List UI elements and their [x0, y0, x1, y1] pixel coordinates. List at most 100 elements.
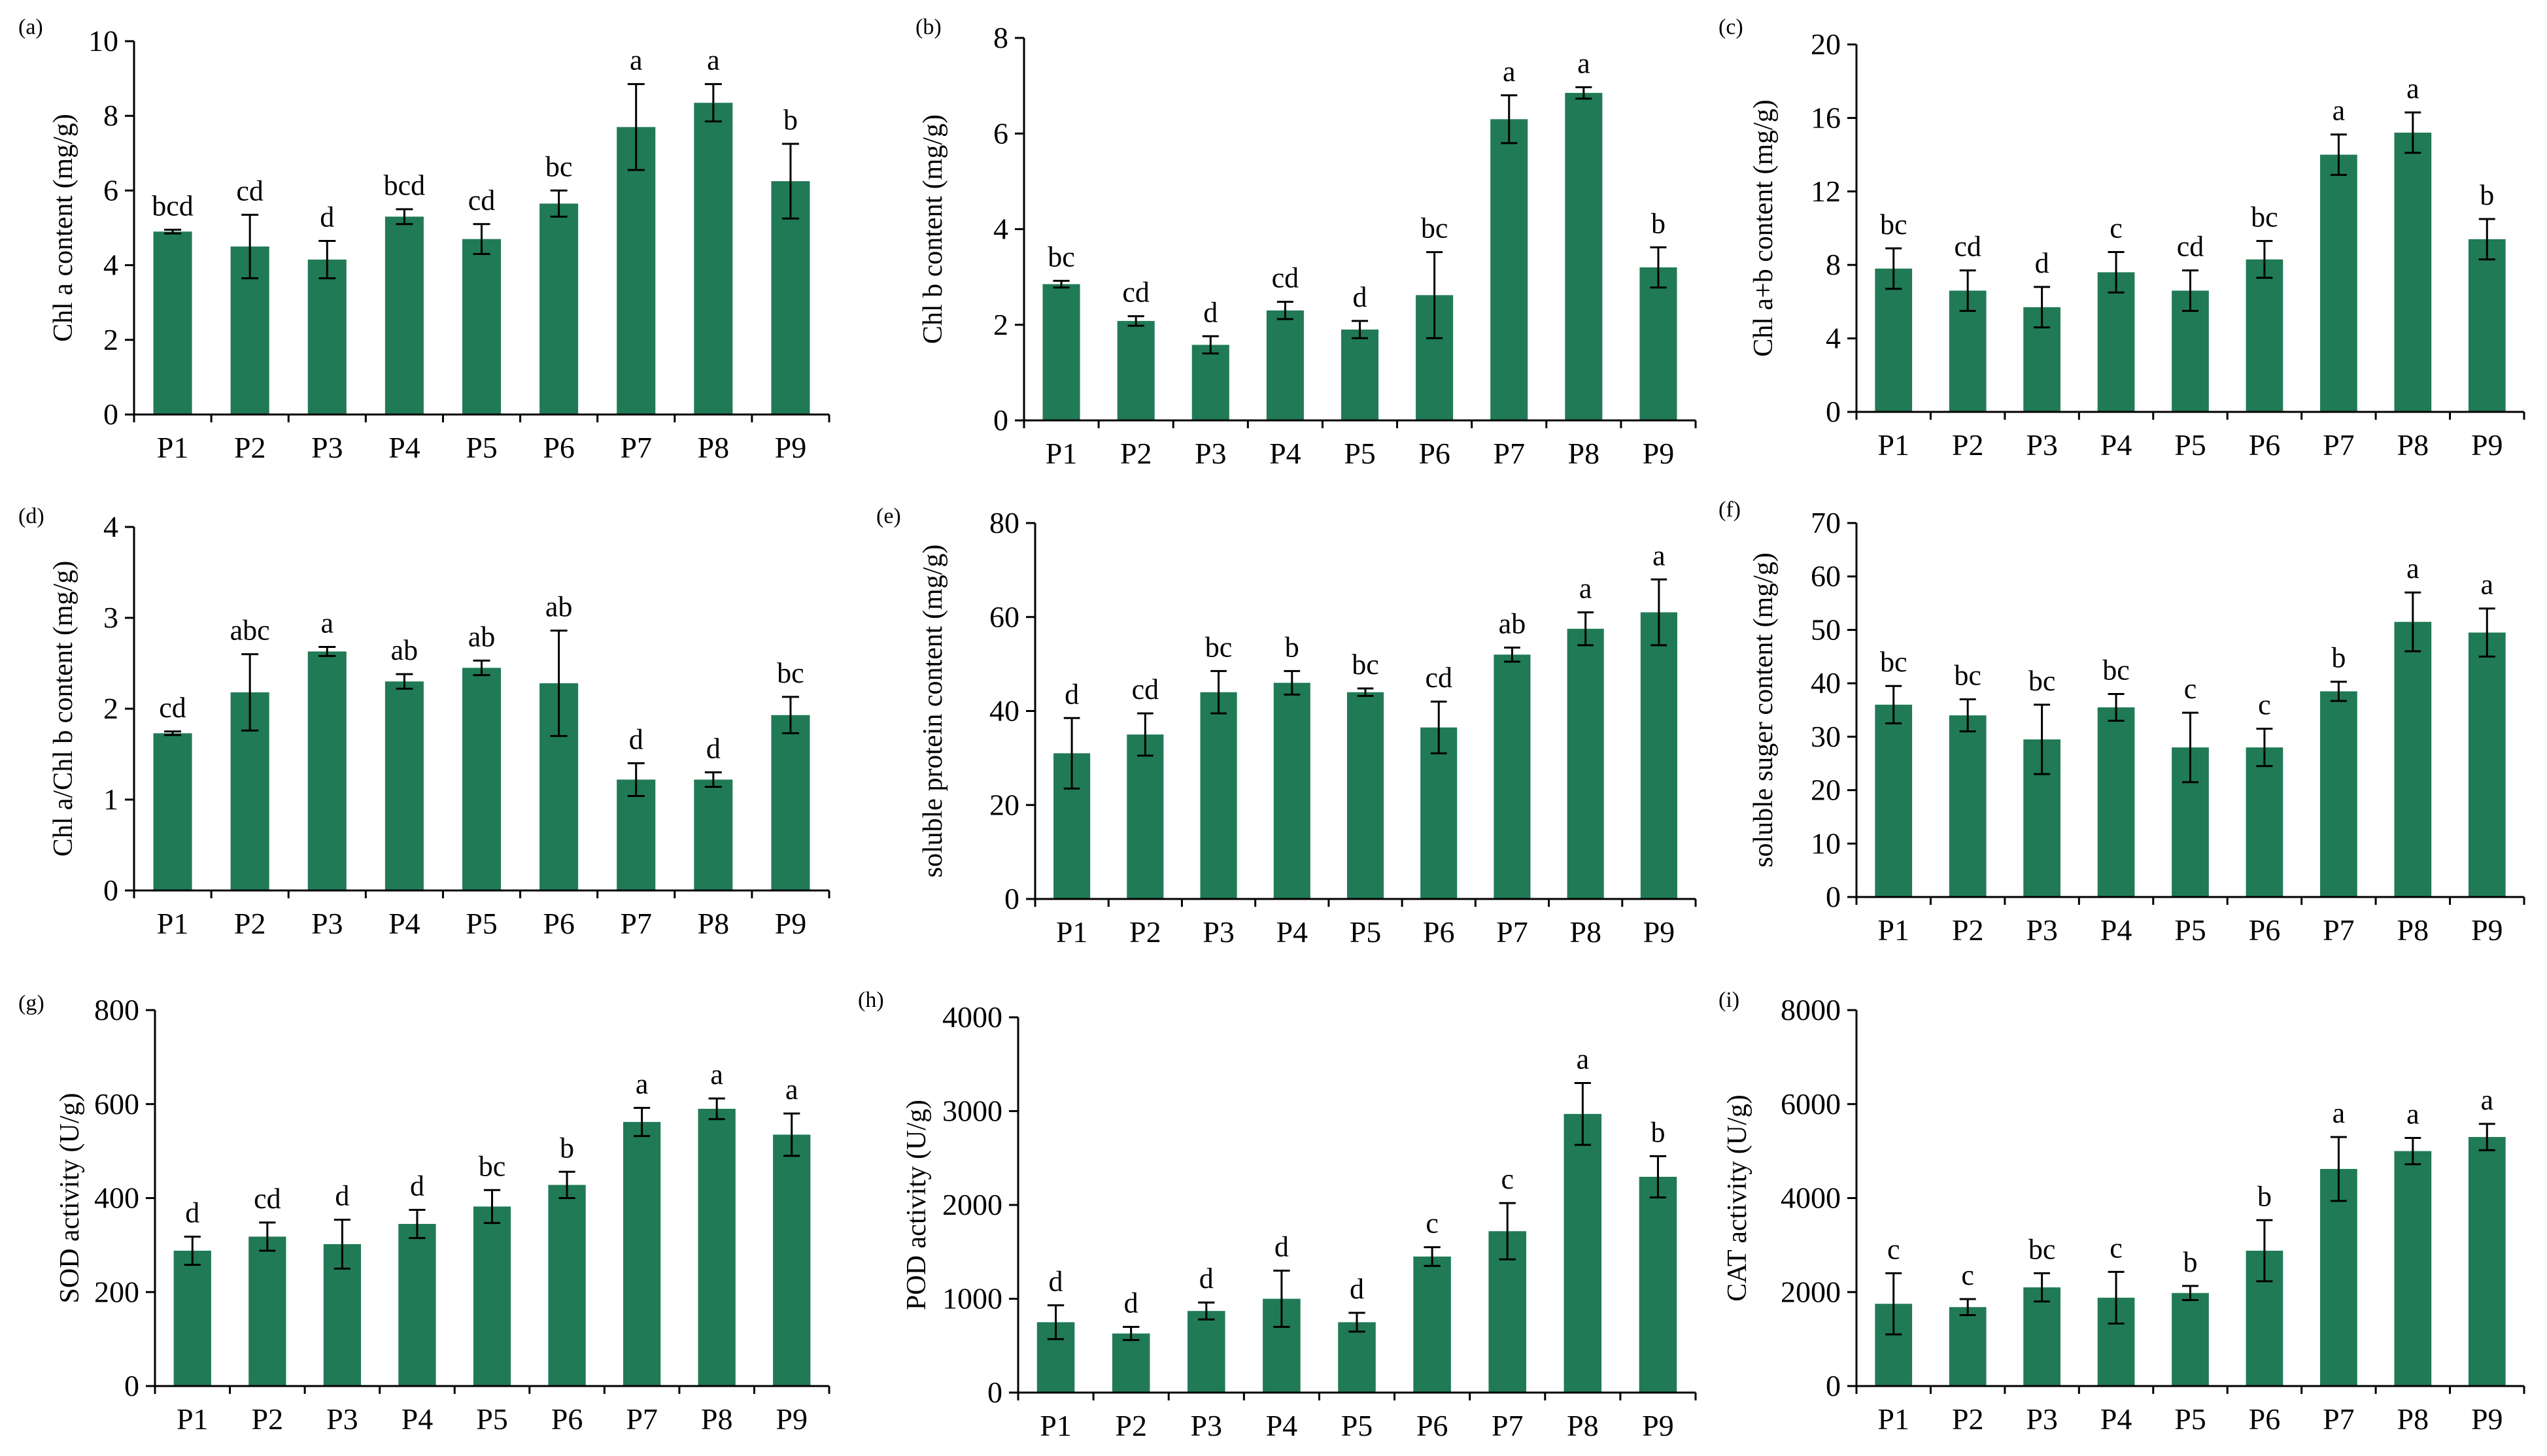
error-bar-P5 [2182, 1285, 2198, 1301]
panel-label: (h) [858, 988, 884, 1012]
y-tick-label: 4000 [942, 1000, 1002, 1034]
significance-label-P2: cd [1132, 673, 1159, 705]
bar-P5 [473, 1206, 511, 1386]
bar-P6 [1413, 1256, 1451, 1393]
error-bar-P3 [318, 239, 336, 280]
error-bar-P7 [2330, 1136, 2347, 1202]
x-tick-label-P3: P3 [2026, 1402, 2058, 1436]
error-bar-P3 [2034, 703, 2051, 775]
error-bar-P6 [1430, 700, 1447, 754]
error-bar-P6 [2256, 240, 2273, 279]
significance-label-P6: cd [1425, 662, 1452, 694]
x-tick-label-P1: P1 [1877, 1402, 1909, 1436]
significance-label-P1: cd [159, 692, 186, 724]
error-bar-P5 [2182, 711, 2198, 783]
chart-panel-4: (d)Chl a/Chl b content (mg/g)01234cdP1ab… [18, 504, 830, 940]
x-tick-label-P7: P7 [626, 1402, 658, 1436]
x-tick-label-P2: P2 [1115, 1409, 1147, 1442]
x-tick-label-P5: P5 [2174, 428, 2206, 462]
panel-label: (c) [1718, 15, 1743, 39]
bar-P3 [307, 260, 347, 415]
x-tick-label-P2: P2 [1952, 913, 1984, 947]
y-tick-label: 8 [1826, 248, 1841, 281]
y-axis-title: CAT activity (U/g) [1722, 1094, 1752, 1302]
bar-P7 [2320, 154, 2357, 412]
y-tick-label: 200 [94, 1275, 139, 1308]
significance-label-P5: cd [468, 184, 496, 216]
y-tick-label: 4 [1826, 322, 1841, 355]
significance-label-P3: bc [1205, 631, 1233, 663]
significance-label-P7: d [629, 723, 643, 755]
significance-label-P6: c [1426, 1208, 1439, 1240]
y-tick-label: 1000 [942, 1282, 1002, 1315]
y-tick-label: 6000 [1781, 1087, 1841, 1121]
x-tick-label-P4: P4 [2100, 913, 2132, 947]
bar-P1 [1042, 284, 1080, 420]
error-bar-P1 [164, 730, 182, 736]
bar-P7 [623, 1122, 661, 1386]
significance-label-P7: a [1503, 56, 1516, 88]
y-tick-label: 2 [103, 323, 118, 356]
y-tick-label: 0 [1004, 882, 1019, 915]
bar-P1 [153, 231, 192, 415]
y-tick-label: 0 [1826, 1369, 1841, 1402]
significance-label-P6: bc [1421, 212, 1448, 245]
x-tick-label-P5: P5 [2174, 1402, 2206, 1436]
significance-label-P6: bc [545, 150, 573, 182]
x-tick-label-P9: P9 [776, 1402, 808, 1436]
significance-label-P3: bc [2028, 1234, 2056, 1266]
bar-P9 [771, 715, 810, 890]
bar-P8 [1565, 93, 1603, 420]
bar-P5 [1338, 1322, 1376, 1393]
error-bar-P6 [1426, 251, 1443, 339]
significance-label-P2: cd [1954, 231, 1981, 263]
x-tick-label-P8: P8 [2397, 428, 2429, 462]
bar-P2 [1127, 734, 1164, 899]
significance-label-P3: d [1199, 1262, 1214, 1295]
x-tick-label-P1: P1 [157, 431, 189, 464]
significance-label-P1: bc [1880, 646, 1907, 678]
x-tick-label-P9: P9 [1642, 1409, 1674, 1442]
significance-label-P1: bcd [152, 190, 194, 222]
bar-P9 [771, 181, 810, 415]
significance-label-P3: d [1203, 296, 1218, 328]
x-tick-label-P2: P2 [234, 431, 266, 464]
significance-label-P2: abc [230, 615, 270, 647]
x-tick-label-P5: P5 [1350, 915, 1382, 949]
significance-label-P6: c [2258, 689, 2271, 721]
bar-P1 [173, 1251, 211, 1386]
significance-label-P7: ab [1499, 607, 1526, 639]
x-tick-label-P7: P7 [620, 431, 652, 464]
bar-P3 [1191, 345, 1229, 420]
x-tick-label-P5: P5 [466, 431, 498, 464]
bar-P4 [385, 216, 424, 415]
significance-label-P2: cd [1122, 277, 1150, 309]
chart-panel-9: (i) CAT activity (U/g) 0 2000 4000 6000 8000 c P… [1718, 988, 2525, 1436]
significance-label-P4: c [2110, 1232, 2123, 1264]
x-tick-label-P8: P8 [1569, 915, 1601, 949]
bar-P8 [694, 103, 733, 415]
x-tick-label-P9: P9 [2471, 428, 2503, 462]
error-bar-P5 [473, 659, 490, 677]
error-bar-P9 [783, 1112, 800, 1157]
y-tick-label: 40 [989, 694, 1019, 728]
bar-P9 [773, 1134, 811, 1386]
error-bar-P4 [1273, 1269, 1290, 1329]
y-tick-label: 6 [993, 116, 1008, 150]
chart-panel-7: (g) SOD activity (U/g) 0 200 400 600 800 d P1 cd P… [18, 991, 830, 1436]
y-tick-label: 50 [1811, 613, 1841, 646]
significance-label-P2: bc [1954, 660, 1981, 692]
chart-panel-6: (f) soluble suger content (mg/g) 0 10 20 30 40… [1718, 498, 2525, 947]
y-tick-label: 600 [94, 1087, 139, 1121]
error-bar-P8 [708, 1097, 725, 1121]
x-tick-label-P8: P8 [698, 431, 730, 464]
x-tick-label-P2: P2 [234, 907, 266, 940]
bar-P6 [539, 203, 579, 415]
x-tick-label-P1: P1 [1877, 913, 1909, 947]
y-axis-title: SOD activity (U/g) [55, 1093, 85, 1304]
x-tick-label-P9: P9 [1643, 437, 1675, 470]
x-tick-label-P4: P4 [1266, 1409, 1298, 1442]
significance-label-P4: bcd [384, 169, 426, 201]
x-tick-label-P2: P2 [252, 1402, 284, 1436]
